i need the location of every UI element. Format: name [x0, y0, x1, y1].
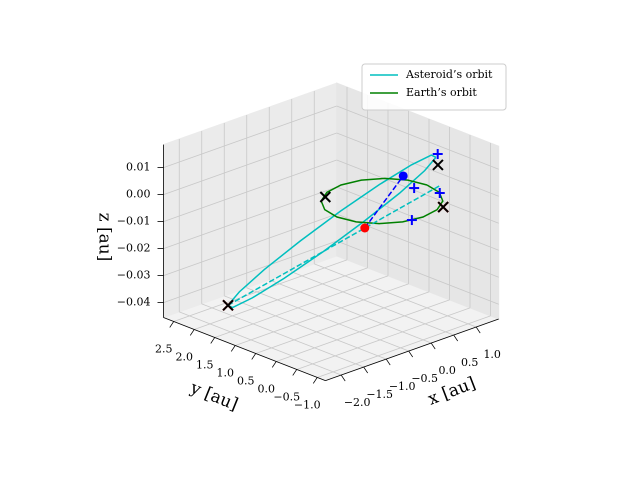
- x-marker: [437, 201, 449, 213]
- legend-layer: Asteroid’s orbit Earth’s orbit: [361, 63, 507, 111]
- grid-line: [163, 132, 337, 195]
- grid-line: [201, 303, 364, 368]
- z-tick-label: −0.04: [117, 296, 151, 309]
- dashed-line: [227, 184, 442, 306]
- grid-line: [336, 159, 499, 224]
- grid-line: [291, 271, 454, 336]
- y-tick-label: 2.0: [176, 350, 194, 363]
- x-tick: [408, 350, 414, 358]
- y-tick: [210, 337, 216, 344]
- x-tick-label: −0.5: [411, 372, 438, 385]
- x-tick-label: 0.0: [438, 364, 456, 377]
- plus-marker: [434, 188, 445, 198]
- x-tick-label: 0.5: [461, 356, 479, 369]
- y-tick-label: 2.5: [155, 342, 173, 355]
- point-marker: [398, 171, 408, 181]
- marker-stroke: [432, 159, 444, 171]
- y-tick: [251, 353, 257, 360]
- y-tick: [292, 369, 298, 376]
- grid-line: [296, 307, 471, 370]
- z-axis-label: z [au]: [95, 213, 115, 262]
- y-axis-line: [163, 317, 326, 382]
- grid-layer: [163, 87, 499, 378]
- marker-stroke: [222, 299, 234, 312]
- grid-line: [173, 259, 348, 322]
- y-tick-label: 0.5: [237, 374, 255, 387]
- grid-line: [163, 240, 337, 303]
- grid-line: [163, 105, 337, 168]
- y-tick-label: 1.0: [217, 366, 235, 379]
- grid-line: [276, 299, 450, 362]
- y-tick-label: 0.0: [258, 382, 276, 395]
- y-tick: [271, 361, 277, 368]
- grid-line: [269, 279, 432, 344]
- side-pane: [336, 82, 500, 320]
- marker-stroke: [437, 201, 449, 213]
- y-tick-label: −1.0: [294, 398, 321, 411]
- grid-line: [163, 186, 337, 249]
- grid-line: [336, 105, 499, 170]
- x-tick: [430, 342, 436, 350]
- x-tick: [453, 334, 459, 342]
- grid-line: [235, 283, 409, 346]
- grid-line: [163, 159, 337, 222]
- x-marker: [432, 159, 444, 171]
- x-tick-label: 1.0: [483, 348, 501, 361]
- plus-marker: [406, 215, 417, 226]
- z-tick-label: 0.01: [126, 161, 151, 174]
- plus-marker: [432, 149, 443, 159]
- grid-line: [163, 213, 337, 276]
- y-tick: [312, 377, 318, 384]
- x-tick-label: −1.0: [389, 380, 416, 393]
- y-tick: [169, 321, 175, 328]
- z-tick-label: −0.01: [117, 215, 151, 228]
- y-tick-label: 1.5: [196, 358, 214, 371]
- legend-label: Earth’s orbit: [406, 86, 477, 99]
- x-tick: [385, 358, 391, 366]
- x-tick: [363, 366, 369, 374]
- axes-layer: −2.0−1.5−1.0−0.50.00.51.02.52.01.51.00.5…: [117, 144, 501, 411]
- grid-line: [179, 311, 342, 376]
- grid-line: [214, 275, 389, 338]
- x-tick-label: −2.0: [344, 396, 371, 409]
- z-tick-label: −0.02: [117, 242, 151, 255]
- grid-line: [246, 287, 409, 352]
- x-tick: [475, 326, 481, 334]
- plus-marker: [409, 183, 420, 194]
- grid-line: [224, 295, 387, 360]
- point-marker: [360, 223, 370, 233]
- marker-stroke: [319, 191, 332, 203]
- panes-layer: [162, 82, 501, 382]
- grid-line: [255, 291, 430, 354]
- orbit-line: [320, 177, 444, 225]
- x-tick: [340, 374, 346, 382]
- marks-layer: [222, 149, 449, 312]
- grid-line: [336, 240, 499, 305]
- x-marker: [222, 299, 234, 312]
- y-axis-label: y [au]: [187, 378, 241, 415]
- x-axis-line: [325, 318, 499, 382]
- grid-line: [194, 267, 368, 330]
- y-tick: [189, 329, 195, 336]
- z-tick-label: 0.00: [126, 188, 151, 201]
- legend-label: Asteroid’s orbit: [405, 68, 493, 81]
- grid-line: [314, 263, 477, 328]
- grid-line: [336, 132, 499, 197]
- y-tick-label: −0.5: [273, 390, 300, 403]
- x-tick-label: −1.5: [366, 388, 393, 401]
- z-tick-label: −0.03: [117, 269, 151, 282]
- x-marker: [319, 191, 332, 203]
- dashed-line: [364, 175, 404, 229]
- y-tick: [230, 345, 236, 352]
- grid-line: [317, 315, 491, 378]
